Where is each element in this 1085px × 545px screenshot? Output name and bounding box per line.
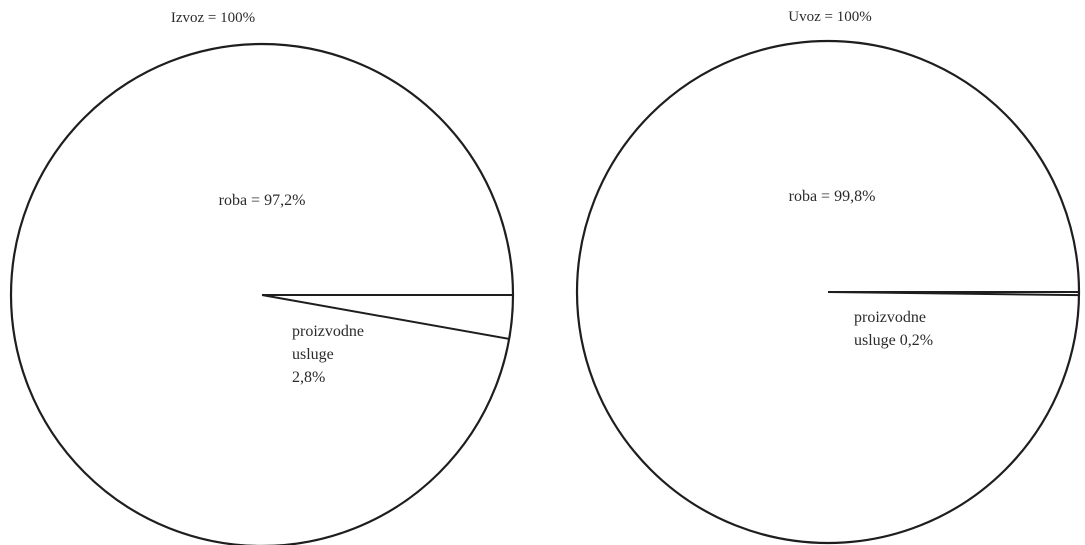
pie-uvoz: Uvoz = 100% roba = 99,8% proizvodne uslu… (575, 9, 1081, 545)
pie-uvoz-label-roba: roba = 99,8% (789, 188, 876, 205)
pie-izvoz-label-usluge-line2: usluge (292, 346, 334, 363)
pie-uvoz-slice-edge-end (827, 291, 1079, 297)
pie-izvoz-label-roba: roba = 97,2% (219, 192, 306, 209)
pie-uvoz-label-usluge-line1: proizvodne (854, 309, 926, 326)
pie-uvoz-label-usluge-line2: usluge 0,2% (854, 332, 933, 349)
pie-izvoz: Izvoz = 100% roba = 97,2% proizvodne usl… (9, 10, 515, 545)
pie-izvoz-label-usluge-line1: proizvodne (292, 323, 364, 340)
pie-izvoz-slice-edge-end (261, 294, 510, 340)
pie-izvoz-label-usluge-line3: 2,8% (292, 369, 325, 386)
pie-izvoz-title: Izvoz = 100% (171, 10, 255, 26)
pie-uvoz-title: Uvoz = 100% (788, 9, 871, 25)
